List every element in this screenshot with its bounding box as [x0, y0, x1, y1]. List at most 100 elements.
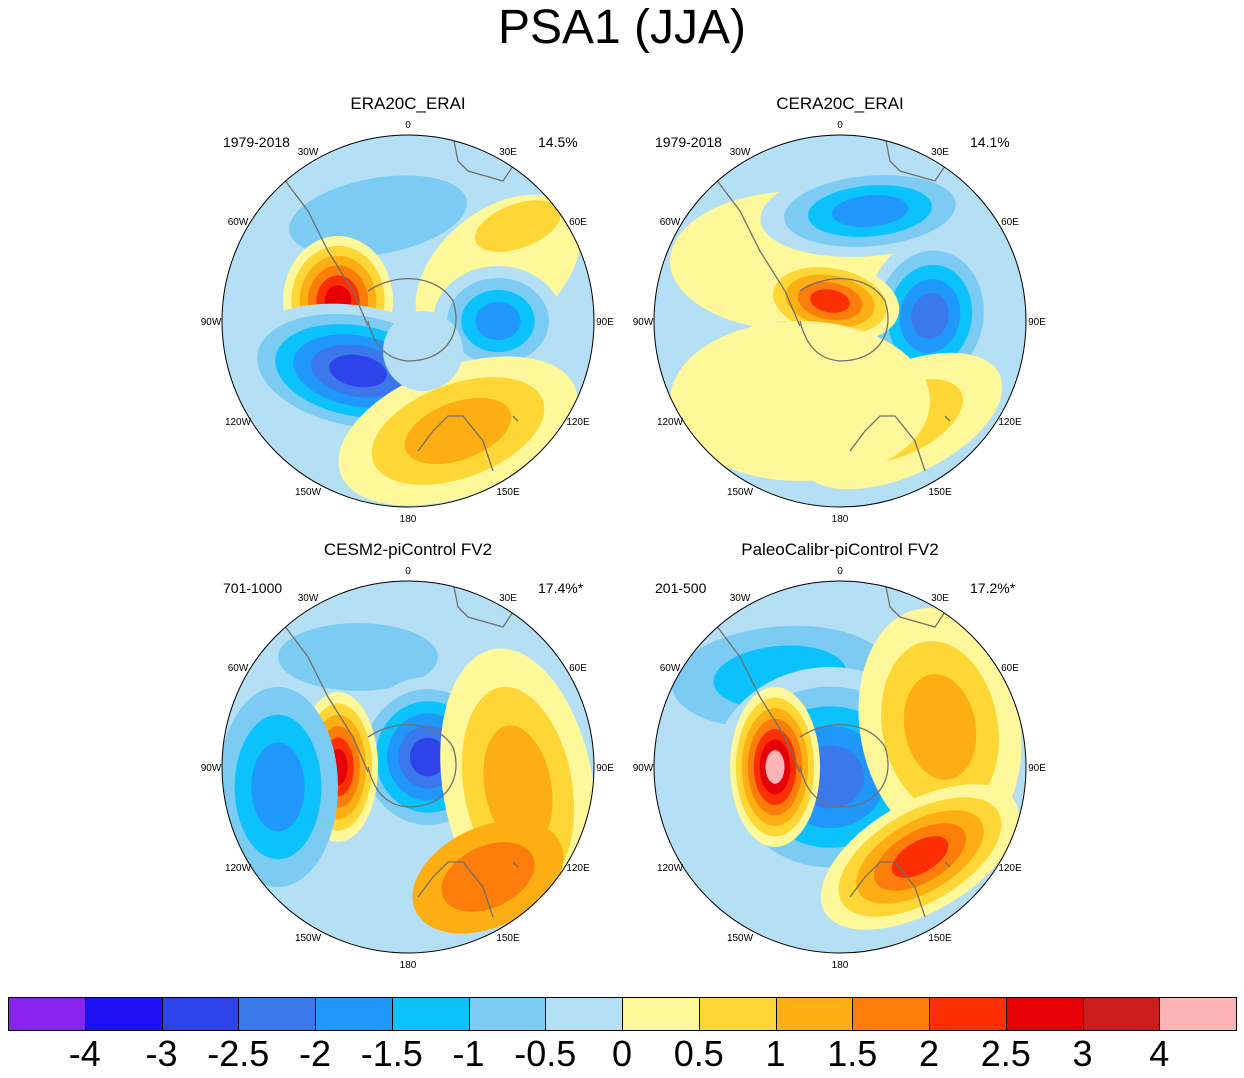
longitude-label: 150W	[727, 487, 754, 498]
longitude-label: 90W	[201, 763, 222, 774]
panel-title: PaleoCalibr-piControl FV2	[741, 540, 939, 559]
longitude-label: 60W	[228, 663, 249, 674]
figure-title: PSA1 (JJA)	[497, 1, 747, 54]
contour-fill	[903, 674, 977, 780]
contour-fill	[409, 737, 447, 777]
colorbar-swatch	[161, 997, 240, 1031]
colorbar-swatch	[391, 997, 470, 1031]
contour-fill	[329, 354, 387, 388]
colorbar-label: 3	[1072, 1033, 1093, 1074]
coastline	[709, 581, 956, 918]
longitude-label: 90E	[596, 763, 614, 774]
colorbar-swatch	[1005, 997, 1084, 1031]
colorbar-swatch	[852, 997, 930, 1031]
colorbar-swatch	[929, 997, 1007, 1031]
panel-years: 1979-2018	[655, 134, 722, 150]
contour-fill	[831, 195, 909, 227]
contour-fill	[483, 725, 553, 849]
longitude-label: 60W	[660, 217, 681, 228]
longitude-label: 120E	[566, 863, 590, 874]
panel-years: 201-500	[655, 580, 707, 596]
map-border	[221, 580, 595, 954]
coastline	[277, 135, 524, 472]
polar-map: 0 30E 60E 90E 120E 150E 180 150W 120W 90W 60W 30W	[633, 120, 1047, 525]
colorbar	[8, 997, 1237, 1031]
colorbar-label: -1.5	[360, 1033, 423, 1074]
longitude-label: 150W	[295, 933, 322, 944]
panel-title: ERA20C_ERAI	[350, 94, 466, 113]
map-border	[221, 134, 595, 508]
longitude-label: 90E	[1028, 317, 1046, 328]
colorbar-swatch	[698, 997, 777, 1031]
contour-fill	[911, 293, 949, 339]
colorbar-label: 1.5	[827, 1033, 878, 1074]
longitude-label: 30E	[931, 593, 949, 604]
longitude-label: 30W	[298, 147, 319, 158]
colorbar-label: 4	[1149, 1033, 1170, 1074]
colorbar-swatch	[315, 997, 393, 1031]
longitude-label: 150E	[928, 933, 952, 944]
longitude-label: 60E	[1001, 663, 1019, 674]
contour-fill	[475, 301, 521, 341]
longitude-label: 150E	[496, 933, 520, 944]
colorbar-swatch	[622, 997, 700, 1031]
map-panel: CERA20C_ERAI 1979-2018 14.1% 0 30E 60E 90E 120E…	[630, 94, 1050, 525]
polar-map: 0 30E 60E 90E 120E 150E 180 150W 120W 90W 60W 30W	[633, 566, 1047, 971]
longitude-label: 0	[837, 120, 843, 131]
longitude-label: 150E	[496, 487, 520, 498]
longitude-label: 30W	[298, 593, 319, 604]
panel-variance: 17.2%*	[970, 580, 1016, 596]
colorbar-swatch	[84, 997, 163, 1031]
longitude-label: 90W	[633, 763, 654, 774]
longitude-label: 0	[837, 566, 843, 577]
longitude-label: 90E	[596, 317, 614, 328]
colorbar-label: 2	[918, 1033, 940, 1074]
longitude-label: 0	[405, 566, 411, 577]
colorbar-label: -0.5	[514, 1033, 577, 1074]
colorbar-label: 2.5	[980, 1033, 1031, 1074]
colorbar-label: 0	[611, 1033, 633, 1074]
colorbar-label: 0.5	[673, 1033, 724, 1074]
longitude-label: 120E	[998, 863, 1022, 874]
panel-variance: 14.1%	[970, 134, 1010, 150]
colorbar-swatch	[1159, 997, 1237, 1031]
contour-fill	[891, 836, 949, 878]
longitude-label: 60W	[660, 663, 681, 674]
contour-fill	[251, 742, 305, 832]
contour-fill	[765, 750, 785, 784]
contour-fill	[810, 289, 850, 313]
longitude-label: 60W	[228, 217, 249, 228]
colorbar-swatch	[545, 997, 623, 1031]
longitude-label: 120E	[998, 417, 1022, 428]
longitude-label: 90E	[1028, 763, 1046, 774]
longitude-label: 30W	[730, 147, 751, 158]
map-panel: ERA20C_ERAI 1979-2018 14.5% 0 30E 60E 90E 120E 1…	[198, 94, 618, 525]
longitude-label: 30E	[499, 147, 517, 158]
longitude-label: 150W	[727, 933, 754, 944]
longitude-label: 150E	[928, 487, 952, 498]
colorbar-label: 1	[765, 1033, 786, 1074]
colorbar-label: -2.5	[207, 1033, 270, 1074]
colorbar-label: -3	[145, 1033, 178, 1074]
panel-title: CERA20C_ERAI	[776, 94, 904, 113]
colorbar-swatch	[468, 997, 547, 1031]
map-panel: CESM2-piControl FV2 701-1000 17.4%* 0 30E 60E…	[198, 540, 618, 971]
coastline	[277, 581, 524, 918]
map-border	[653, 580, 1027, 954]
longitude-label: 90W	[633, 317, 654, 328]
contour-fill	[278, 623, 438, 691]
contour-fill	[670, 321, 930, 481]
longitude-label: 180	[832, 960, 849, 971]
contour-fill	[475, 200, 561, 252]
contour-fill	[383, 311, 463, 391]
colorbar-label: -2	[298, 1033, 332, 1074]
longitude-label: 60E	[569, 663, 587, 674]
colorbar-swatch	[238, 997, 316, 1031]
colorbar-swatch	[8, 997, 86, 1031]
panel-variance: 17.4%*	[538, 580, 584, 596]
longitude-label: 60E	[569, 217, 587, 228]
longitude-label: 180	[400, 514, 417, 525]
longitude-label: 90W	[201, 317, 222, 328]
longitude-label: 30E	[931, 147, 949, 158]
panel-years: 701-1000	[223, 580, 283, 596]
